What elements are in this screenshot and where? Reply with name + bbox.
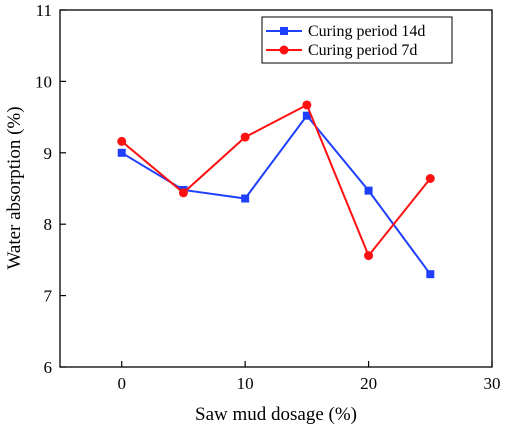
series-2-point <box>178 188 188 198</box>
series-2-point <box>117 136 127 146</box>
y-tick-label: 10 <box>35 72 52 91</box>
series-2-point <box>425 174 435 184</box>
x-tick-label: 0 <box>117 374 126 393</box>
series-1-point <box>364 186 373 195</box>
legend-box <box>261 16 453 64</box>
y-axis-label: Water absorption (%) <box>4 106 25 269</box>
y-tick-label: 9 <box>44 144 53 163</box>
series-1-point <box>426 270 435 279</box>
legend-label-1: Curing period 14d <box>308 23 425 40</box>
x-tick-label: 30 <box>484 374 501 393</box>
series-line-1 <box>121 114 432 275</box>
series-1-point <box>302 111 311 120</box>
x-tick-label: 10 <box>237 374 254 393</box>
y-tick-label: 6 <box>44 358 53 377</box>
y-tick-label: 7 <box>44 287 53 306</box>
legend-marker-2 <box>279 45 289 55</box>
series-1-point <box>117 148 126 157</box>
legend: Curing period 14d Curing period 7d <box>261 16 453 64</box>
series-line-2 <box>121 103 432 258</box>
y-tick-label: 8 <box>44 215 53 234</box>
x-axis-label: Saw mud dosage (%) <box>195 404 357 425</box>
y-tick-label: 11 <box>36 1 52 20</box>
series-2-point <box>302 100 312 110</box>
plot-frame <box>59 9 493 368</box>
x-tick-label: 20 <box>360 374 377 393</box>
series-2-point <box>364 251 374 261</box>
tick-layer: 0 10 20 30 6 7 8 9 10 11 <box>35 1 501 393</box>
legend-label-2: Curing period 7d <box>308 42 417 59</box>
series-1-point <box>241 194 250 203</box>
legend-marker-1 <box>280 27 288 35</box>
series-2-point <box>240 132 250 142</box>
series-layer <box>117 100 435 279</box>
